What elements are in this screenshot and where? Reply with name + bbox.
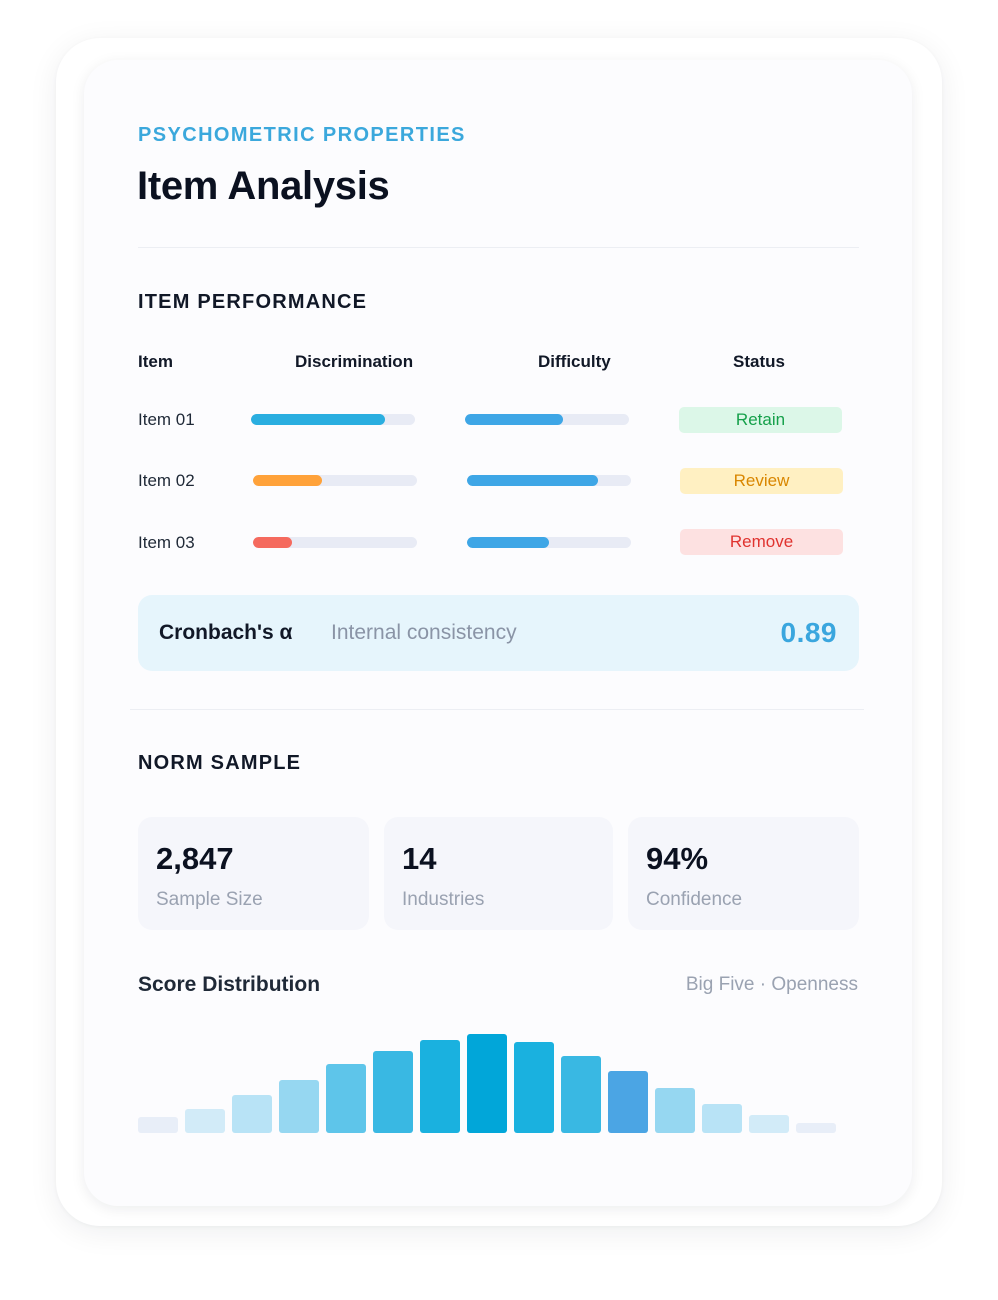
column-header-difficulty: Difficulty [538, 352, 611, 371]
difficulty-bar [465, 414, 629, 425]
column-header-status: Status [733, 352, 785, 371]
column-header-item: Item [138, 352, 173, 371]
stat-label: Confidence [646, 889, 743, 910]
discrimination-bar-fill [253, 475, 322, 486]
distribution-bar-15 [796, 1123, 836, 1133]
distribution-bar-13 [702, 1104, 742, 1133]
discrimination-bar [253, 475, 417, 486]
reliability-description: Internal consistency [331, 621, 517, 644]
difficulty-bar [467, 475, 631, 486]
column-header-discrimination: Discrimination [295, 352, 414, 371]
distribution-bar-7 [420, 1040, 460, 1133]
discrimination-bar-fill [251, 414, 386, 425]
distribution-bar-10 [561, 1056, 601, 1133]
distribution-bar-9 [514, 1042, 554, 1133]
stat-card-confidence: 94% Confidence [628, 817, 859, 930]
distribution-bar-1 [138, 1117, 178, 1133]
item-performance-title: ITEM PERFORMANCE [138, 291, 368, 313]
stat-card-industries: 14 Industries [384, 817, 613, 930]
stat-value: 94% [646, 841, 709, 876]
difficulty-bar [467, 537, 631, 548]
discrimination-bar [253, 537, 417, 548]
difficulty-bar-fill [465, 414, 564, 425]
norm-sample-title: NORM SAMPLE [138, 752, 302, 774]
section-divider [130, 709, 864, 710]
score-distribution-chart [138, 1034, 836, 1133]
header-divider [138, 247, 859, 248]
distribution-bar-2 [185, 1109, 225, 1133]
status-badge: Retain [679, 407, 842, 433]
eyebrow-label: PSYCHOMETRIC PROPERTIES [138, 124, 466, 146]
distribution-bar-3 [232, 1095, 272, 1133]
distribution-bar-12 [655, 1088, 695, 1133]
distribution-bar-6 [373, 1051, 413, 1133]
item-row-label: Item 03 [138, 533, 195, 552]
stat-value: 14 [402, 841, 437, 876]
stat-value: 2,847 [156, 841, 234, 876]
status-badge: Review [680, 468, 843, 494]
discrimination-bar [251, 414, 415, 425]
distribution-bar-8 [467, 1034, 507, 1133]
item-row-label: Item 01 [138, 410, 195, 429]
reliability-value: 0.89 [780, 617, 837, 648]
difficulty-bar-fill [467, 475, 599, 486]
stat-label: Industries [402, 889, 485, 910]
stat-card-sample-size: 2,847 Sample Size [138, 817, 369, 930]
item-row-label: Item 02 [138, 471, 195, 490]
reliability-name: Cronbach's α [159, 621, 293, 644]
discrimination-bar-fill [253, 537, 293, 548]
distribution-bar-5 [326, 1064, 366, 1133]
page-title: Item Analysis [137, 164, 390, 208]
distribution-subtitle: Big Five · Openness [685, 974, 858, 995]
reliability-panel: Cronbach's α Internal consistency 0.89 [138, 595, 859, 671]
distribution-bar-11 [608, 1071, 648, 1133]
distribution-bar-14 [749, 1115, 789, 1133]
distribution-title: Score Distribution [138, 973, 321, 996]
status-badge: Remove [680, 529, 843, 555]
stat-label: Sample Size [156, 889, 263, 910]
difficulty-bar-fill [467, 537, 549, 548]
distribution-bar-4 [279, 1080, 319, 1133]
